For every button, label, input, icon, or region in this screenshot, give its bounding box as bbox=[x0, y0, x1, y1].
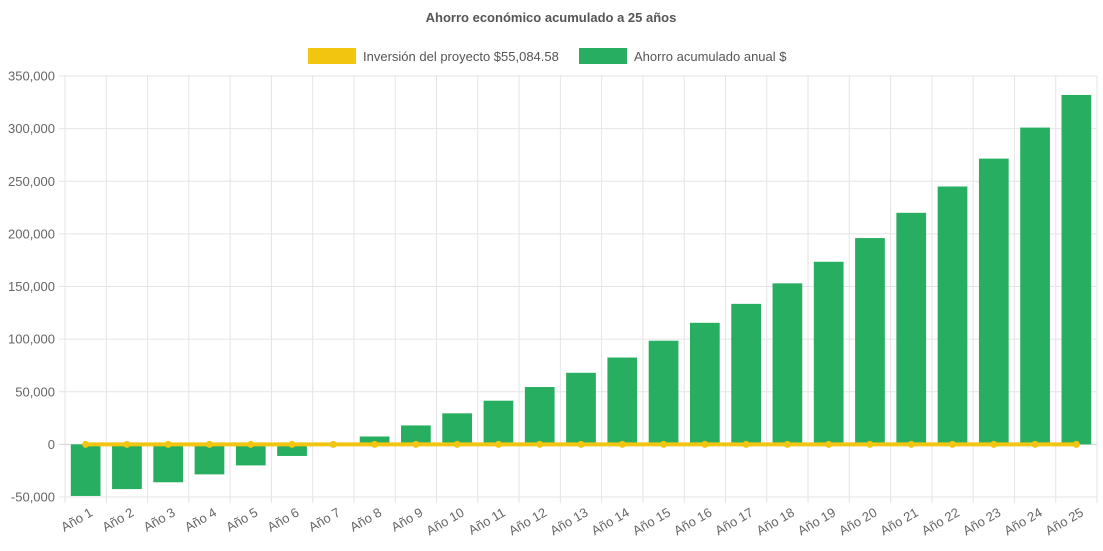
x-tick-label: Año 22 bbox=[919, 505, 962, 539]
bar-21[interactable] bbox=[896, 212, 927, 445]
line-point-8[interactable] bbox=[371, 440, 379, 448]
x-tick-label: Año 24 bbox=[1001, 505, 1044, 539]
bar-series bbox=[70, 94, 1092, 496]
line-point-13[interactable] bbox=[577, 440, 585, 448]
x-tick-label: Año 16 bbox=[671, 505, 714, 539]
x-tick-label: Año 17 bbox=[712, 505, 755, 539]
bar-15[interactable] bbox=[648, 340, 679, 445]
line-point-20[interactable] bbox=[866, 440, 874, 448]
x-tick-label: Año 11 bbox=[466, 505, 508, 538]
x-tick-label: Año 7 bbox=[306, 505, 343, 535]
y-tick-label: 100,000 bbox=[8, 332, 55, 347]
y-axis: -50,000 0 50,000 100,000 150,000 200,000 250,0… bbox=[8, 69, 55, 505]
line-point-22[interactable] bbox=[949, 440, 957, 448]
bar-17[interactable] bbox=[731, 303, 761, 445]
x-tick-label: Año 2 bbox=[99, 505, 136, 535]
x-tick-label: Año 23 bbox=[960, 505, 1003, 539]
x-tick-label: Año 13 bbox=[547, 505, 590, 539]
line-point-2[interactable] bbox=[123, 440, 131, 448]
line-point-6[interactable] bbox=[288, 440, 296, 448]
y-tick-label: 0 bbox=[48, 437, 55, 452]
y-tick-label: 300,000 bbox=[8, 121, 55, 136]
line-series bbox=[82, 440, 1080, 448]
legend-swatch-line[interactable] bbox=[308, 48, 356, 64]
bar-19[interactable] bbox=[813, 261, 844, 445]
line-point-18[interactable] bbox=[783, 440, 791, 448]
line-point-17[interactable] bbox=[742, 440, 750, 448]
line-point-1[interactable] bbox=[82, 440, 90, 448]
bar-9[interactable] bbox=[401, 425, 431, 445]
x-tick-label: Año 10 bbox=[423, 505, 466, 539]
bar-10[interactable] bbox=[442, 413, 473, 445]
line-point-5[interactable] bbox=[247, 440, 255, 448]
legend-swatch-bar[interactable] bbox=[579, 48, 627, 64]
line-point-25[interactable] bbox=[1072, 440, 1080, 448]
bar-12[interactable] bbox=[524, 387, 555, 445]
legend: Inversión del proyecto $55,084.58 Ahorro … bbox=[308, 48, 787, 64]
bar-3[interactable] bbox=[153, 444, 184, 483]
bar-4[interactable] bbox=[194, 444, 225, 475]
x-axis: Año 1 Año 2 Año 3 Año 4 Año 5 Año 6 Año 7 Año 8… bbox=[58, 505, 1086, 539]
x-tick-label: Año 6 bbox=[265, 505, 302, 535]
line-point-16[interactable] bbox=[701, 440, 709, 448]
bar-25[interactable] bbox=[1061, 94, 1092, 445]
line-point-9[interactable] bbox=[412, 440, 420, 448]
line-point-10[interactable] bbox=[453, 440, 461, 448]
chart-title: Ahorro económico acumulado a 25 años bbox=[426, 10, 677, 25]
line-point-19[interactable] bbox=[825, 440, 833, 448]
bar-20[interactable] bbox=[855, 238, 885, 445]
bar-16[interactable] bbox=[689, 322, 720, 445]
y-tick-label: 250,000 bbox=[8, 174, 55, 189]
x-tick-label: Año 12 bbox=[506, 505, 549, 539]
x-tick-label: Año 18 bbox=[754, 505, 797, 539]
line-point-7[interactable] bbox=[329, 440, 337, 448]
line-point-15[interactable] bbox=[660, 440, 668, 448]
x-tick-label: Año 3 bbox=[141, 505, 178, 535]
bar-14[interactable] bbox=[607, 357, 638, 445]
x-tick-label: Año 14 bbox=[589, 505, 632, 539]
line-point-21[interactable] bbox=[907, 440, 915, 448]
line-point-4[interactable] bbox=[205, 440, 213, 448]
x-tick-label: Año 25 bbox=[1043, 505, 1086, 539]
x-tick-label: Año 19 bbox=[795, 505, 838, 539]
x-tick-label: Año 1 bbox=[58, 505, 95, 535]
line-point-12[interactable] bbox=[536, 440, 544, 448]
bar-22[interactable] bbox=[937, 186, 968, 445]
bar-2[interactable] bbox=[112, 444, 142, 490]
y-tick-label: 50,000 bbox=[15, 384, 55, 399]
y-tick-label: 350,000 bbox=[8, 69, 55, 84]
y-tick-label: 200,000 bbox=[8, 226, 55, 241]
bar-8[interactable] bbox=[359, 436, 390, 445]
y-tick-label: 150,000 bbox=[8, 279, 55, 294]
bar-6[interactable] bbox=[277, 444, 307, 456]
x-tick-label: Año 20 bbox=[836, 505, 879, 539]
legend-label-bar[interactable]: Ahorro acumulado anual $ bbox=[634, 49, 787, 64]
x-tick-label: Año 4 bbox=[182, 505, 219, 535]
bar-5[interactable] bbox=[235, 444, 266, 466]
x-tick-label: Año 21 bbox=[878, 505, 921, 539]
line-point-11[interactable] bbox=[494, 440, 502, 448]
gridlines bbox=[59, 75, 1098, 503]
line-point-24[interactable] bbox=[1031, 440, 1039, 448]
line-point-14[interactable] bbox=[618, 440, 626, 448]
bar-11[interactable] bbox=[483, 400, 514, 445]
bar-18[interactable] bbox=[772, 283, 803, 445]
bar-23[interactable] bbox=[978, 158, 1009, 445]
line-point-23[interactable] bbox=[990, 440, 998, 448]
legend-label-line[interactable]: Inversión del proyecto $55,084.58 bbox=[363, 49, 559, 64]
x-tick-label: Año 15 bbox=[630, 505, 673, 539]
line-point-3[interactable] bbox=[164, 440, 172, 448]
x-tick-label: Año 8 bbox=[347, 505, 384, 535]
bar-13[interactable] bbox=[566, 372, 596, 445]
y-tick-label: -50,000 bbox=[11, 490, 55, 505]
x-tick-label: Año 9 bbox=[388, 505, 425, 535]
x-tick-label: Año 5 bbox=[223, 505, 260, 535]
bar-1[interactable] bbox=[70, 444, 101, 496]
bar-24[interactable] bbox=[1020, 127, 1050, 445]
